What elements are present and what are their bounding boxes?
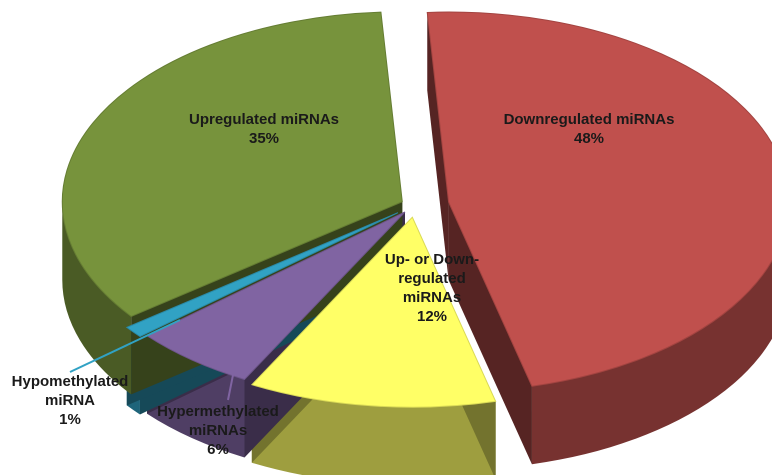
slice-1: [250, 216, 497, 408]
slice-3: [125, 212, 399, 338]
slice-side: [531, 260, 772, 465]
slice-value: 48%: [574, 130, 604, 147]
slice-label-line: Up- or Down-: [385, 251, 479, 268]
leader-line: [69, 319, 181, 373]
slice-value: 1%: [59, 411, 81, 428]
slice-label: Up- or Down-regulated miRNAs 12%: [385, 251, 479, 325]
leader-lines: [69, 319, 241, 401]
slice-cut-face: [427, 12, 449, 281]
slice-label-line: miRNAs: [189, 422, 247, 439]
slice-side: [62, 201, 132, 395]
slice-label: Hypermethylated miRNAs 6%: [157, 403, 279, 458]
slice-2: [146, 211, 406, 381]
slice-label-line: Upregulated miRNAs: [189, 111, 339, 128]
slice-value: 35%: [249, 130, 279, 147]
slice-labels: Downregulated miRNAs 48% Up- or Down-regul…: [12, 111, 675, 458]
slice-value: 12%: [417, 308, 447, 325]
slice-0: [426, 11, 772, 387]
slice-label: Downregulated miRNAs 48%: [504, 111, 675, 147]
leader-line: [227, 339, 241, 401]
slice-4: [61, 11, 403, 317]
slice-label-line: regulated: [398, 270, 466, 287]
slice-label-line: Downregulated miRNAs: [504, 111, 675, 128]
slice-cut-face: [448, 202, 532, 465]
slice-label: Hypomethylated miRNA 1%: [12, 373, 129, 428]
slice-label-line: Hypomethylated: [12, 373, 129, 390]
slice-label-line: miRNA: [45, 392, 95, 409]
pie-tops: [61, 11, 772, 408]
slice-label-line: Hypermethylated: [157, 403, 279, 420]
slice-label: Upregulated miRNAs 35%: [189, 111, 339, 147]
slice-label-line: miRNAs: [403, 289, 461, 306]
slice-value: 6%: [207, 441, 229, 458]
